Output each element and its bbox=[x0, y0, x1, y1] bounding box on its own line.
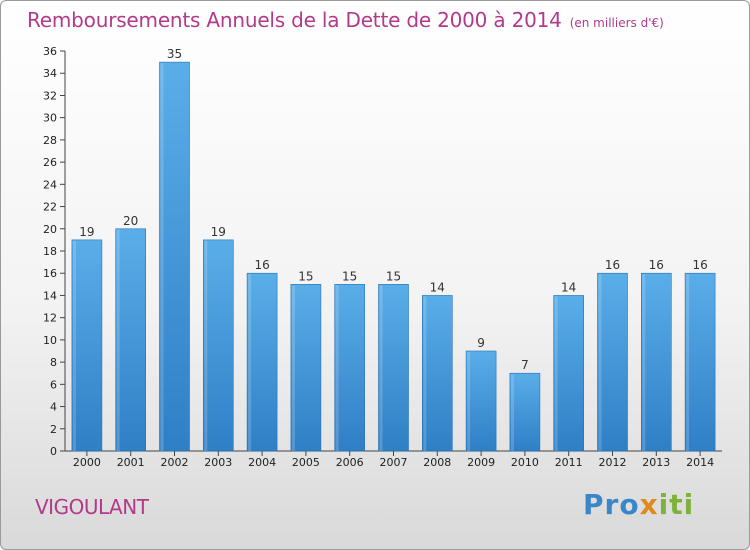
y-tick-label: 14 bbox=[43, 289, 57, 302]
y-tick-label: 6 bbox=[50, 378, 57, 391]
x-tick-label: 2009 bbox=[467, 456, 495, 469]
y-tick-label: 26 bbox=[43, 156, 57, 169]
x-tick-label: 2002 bbox=[161, 456, 189, 469]
proxiti-logo: Proxiti bbox=[583, 488, 694, 521]
x-tick-label: 2012 bbox=[599, 456, 627, 469]
data-labels: 19 20 35 19 16 15 15 15 14 9 7 14 16 16 16 bbox=[79, 47, 707, 372]
bar-highlight bbox=[554, 296, 558, 451]
bar-highlight bbox=[686, 274, 690, 451]
x-tick-label: 2006 bbox=[336, 456, 364, 469]
data-label-2002: 35 bbox=[167, 47, 182, 61]
x-tick-label: 2010 bbox=[511, 456, 539, 469]
x-tick-label: 2013 bbox=[642, 456, 670, 469]
y-tick-label: 0 bbox=[50, 445, 57, 458]
bar-2014 bbox=[684, 272, 716, 452]
x-tick-label: 2008 bbox=[423, 456, 451, 469]
data-label-2010: 7 bbox=[521, 358, 529, 372]
y-tick-label: 34 bbox=[43, 67, 57, 80]
logo-letter: x bbox=[639, 488, 659, 521]
x-tick-label: 2007 bbox=[380, 456, 408, 469]
bar-highlight bbox=[160, 63, 164, 451]
data-label-2011: 14 bbox=[561, 280, 576, 294]
data-label-2000: 19 bbox=[79, 225, 94, 239]
bar-2002 bbox=[159, 61, 190, 452]
y-tick-label: 16 bbox=[43, 267, 57, 280]
data-label-2014: 16 bbox=[692, 258, 707, 272]
bar-2000 bbox=[71, 239, 103, 452]
y-tick-label: 18 bbox=[43, 245, 57, 258]
y-tick-label: 10 bbox=[43, 334, 57, 347]
bar-2013 bbox=[640, 272, 672, 452]
y-tick-label: 32 bbox=[43, 89, 57, 102]
data-label-2007: 15 bbox=[386, 269, 401, 283]
bars bbox=[71, 61, 716, 452]
bar-2006 bbox=[334, 284, 366, 452]
y-tick-label: 12 bbox=[43, 312, 57, 325]
bar-2011 bbox=[553, 295, 585, 452]
x-tick-label: 2011 bbox=[555, 456, 583, 469]
data-label-2004: 16 bbox=[254, 258, 269, 272]
bar-highlight bbox=[467, 352, 471, 451]
logo-letter: i bbox=[683, 488, 695, 521]
bar-highlight bbox=[510, 374, 514, 451]
bar-highlight bbox=[423, 296, 427, 451]
bar-highlight bbox=[335, 285, 339, 451]
data-label-2003: 19 bbox=[211, 225, 226, 239]
data-label-2008: 14 bbox=[430, 280, 445, 294]
bar-highlight bbox=[291, 285, 295, 451]
y-tick-label: 28 bbox=[43, 134, 57, 147]
bar-2005 bbox=[290, 284, 322, 452]
bar-highlight bbox=[72, 240, 76, 451]
y-tick-label: 24 bbox=[43, 178, 57, 191]
y-tick-label: 36 bbox=[43, 45, 57, 58]
bar-2010 bbox=[509, 372, 541, 452]
bar-highlight bbox=[379, 285, 383, 451]
data-label-2006: 15 bbox=[342, 269, 357, 283]
x-tick-label: 2005 bbox=[292, 456, 320, 469]
chart-title-line: Remboursements Annuels de la Dette de 20… bbox=[27, 8, 664, 32]
bar-highlight bbox=[248, 274, 252, 451]
y-tick-label: 22 bbox=[43, 201, 57, 214]
logo-letter: o bbox=[619, 488, 640, 521]
data-label-2012: 16 bbox=[605, 258, 620, 272]
commune-name: VIGOULANT bbox=[35, 495, 149, 519]
logo-letter: P bbox=[583, 488, 605, 521]
data-label-2013: 16 bbox=[649, 258, 664, 272]
bar-highlight bbox=[598, 274, 602, 451]
x-tick-label: 2004 bbox=[248, 456, 276, 469]
chart-unit: (en milliers d'€) bbox=[569, 16, 664, 30]
bar-highlight bbox=[642, 274, 646, 451]
bar-2003 bbox=[203, 239, 234, 452]
logo-letter: r bbox=[604, 488, 620, 521]
x-tick-label: 2001 bbox=[117, 456, 145, 469]
x-tick-label: 2003 bbox=[204, 456, 232, 469]
bar-2009 bbox=[465, 350, 497, 452]
x-tick-label: 2000 bbox=[73, 456, 101, 469]
data-label-2001: 20 bbox=[123, 214, 138, 228]
logo-letter: i bbox=[658, 488, 670, 521]
bar-highlight bbox=[116, 229, 120, 451]
bar-2012 bbox=[597, 272, 628, 452]
y-tick-label: 2 bbox=[50, 423, 57, 436]
data-label-2009: 9 bbox=[477, 336, 485, 350]
data-label-2005: 15 bbox=[298, 269, 313, 283]
y-tick-label: 30 bbox=[43, 112, 57, 125]
bar-2004 bbox=[246, 272, 278, 452]
bar-2007 bbox=[378, 284, 409, 452]
logo-letter: t bbox=[669, 488, 684, 521]
bar-2001 bbox=[115, 228, 146, 452]
bar-2008 bbox=[421, 295, 453, 452]
bar-highlight bbox=[204, 240, 208, 451]
y-tick-label: 8 bbox=[50, 356, 57, 369]
y-tick-label: 4 bbox=[50, 401, 57, 414]
x-tick-label: 2014 bbox=[686, 456, 714, 469]
chart-title: Remboursements Annuels de la Dette de 20… bbox=[27, 8, 562, 32]
y-tick-label: 20 bbox=[43, 223, 57, 236]
